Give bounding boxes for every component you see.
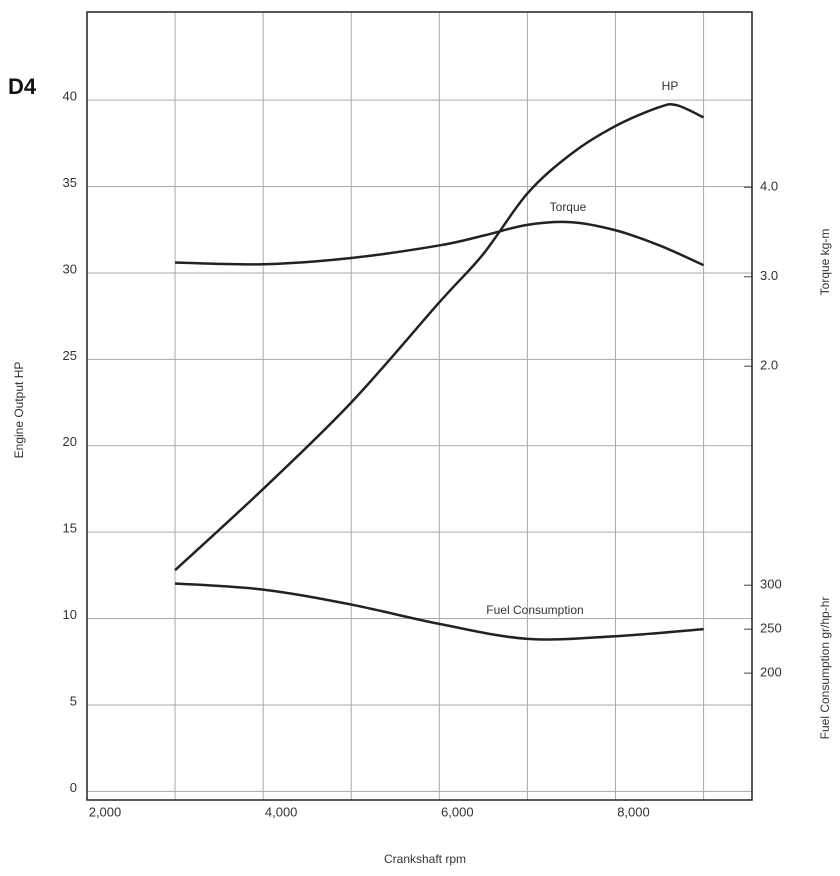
x-tick-label: 8,000 (617, 804, 650, 819)
y2-tick-label: 4.0 (760, 179, 778, 194)
series-label: Fuel Consumption (486, 603, 583, 617)
y3-axis-title: Fuel Consumption gr/hp-hr (818, 597, 832, 740)
y-tick-label: 15 (63, 521, 77, 536)
y-tick-label: 0 (70, 780, 77, 795)
series-line (175, 220, 705, 267)
plot-frame (86, 11, 753, 801)
chart-label: D4 (8, 74, 37, 99)
y-tick-label: 40 (63, 89, 77, 104)
y-tick-label: 30 (63, 261, 77, 276)
x-tick-label: 6,000 (441, 804, 474, 819)
y3-tick-label: 200 (760, 665, 782, 680)
x-tick-label: 2,000 (89, 804, 122, 819)
series-line (174, 582, 704, 641)
x-tick-label: 4,000 (265, 804, 298, 819)
y3-tick-label: 300 (760, 577, 782, 592)
y-tick-label: 10 (63, 607, 77, 622)
y3-tick-label: 250 (760, 621, 782, 636)
series-label: Torque (550, 200, 587, 214)
y-axis-title: Engine Output HP (12, 362, 26, 459)
y-tick-label: 25 (63, 348, 77, 363)
y2-axis-title: Torque kg-m (818, 229, 832, 296)
y-tick-label: 5 (70, 693, 77, 708)
y-tick-label: 20 (63, 434, 77, 449)
y2-tick-label: 2.0 (760, 358, 778, 373)
x-axis-title: Crankshaft rpm (384, 852, 466, 866)
y2-tick-label: 3.0 (760, 268, 778, 283)
y-tick-label: 35 (63, 175, 77, 190)
series-label: HP (662, 79, 679, 93)
